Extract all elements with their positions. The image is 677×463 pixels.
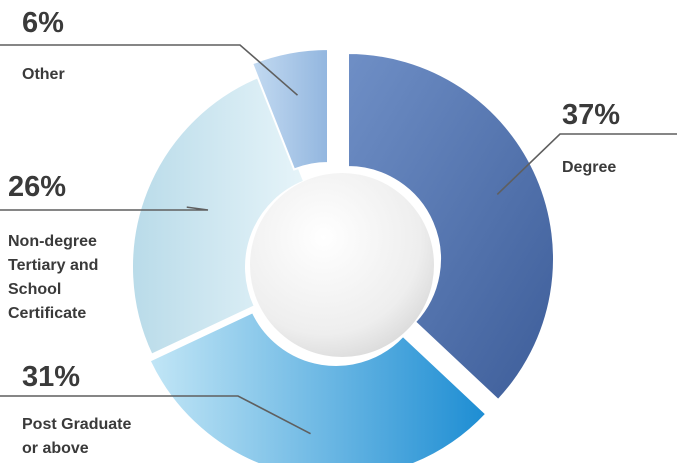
slice-category-label: Degree <box>562 159 616 176</box>
slice-category-label: Non-degree Tertiary and School Certificate <box>8 233 98 322</box>
slice-percent-label: 26% <box>8 171 66 203</box>
leader-line-3 <box>0 44 299 96</box>
donut-center-hole <box>250 173 434 357</box>
slice-percent-label: 31% <box>22 361 80 393</box>
donut-slice-non-degree-tertiary-and-school-certificate <box>131 74 306 357</box>
slice-labels: 37% Degree 31% Post Graduate or above 26% Non-… <box>8 7 620 457</box>
donut-slices <box>131 47 555 463</box>
leader-line-2 <box>0 206 209 211</box>
slice-category-label: Post Graduate or above <box>22 416 131 457</box>
leader-lines <box>0 44 677 435</box>
slice-category-label: Other <box>22 66 65 83</box>
donut-slice-degree <box>347 51 555 402</box>
leader-line-1 <box>0 395 311 435</box>
slice-percent-label: 37% <box>562 99 620 131</box>
slice-percent-label: 6% <box>22 7 64 39</box>
leader-line-0 <box>496 133 677 195</box>
donut-slice-other <box>250 47 329 171</box>
